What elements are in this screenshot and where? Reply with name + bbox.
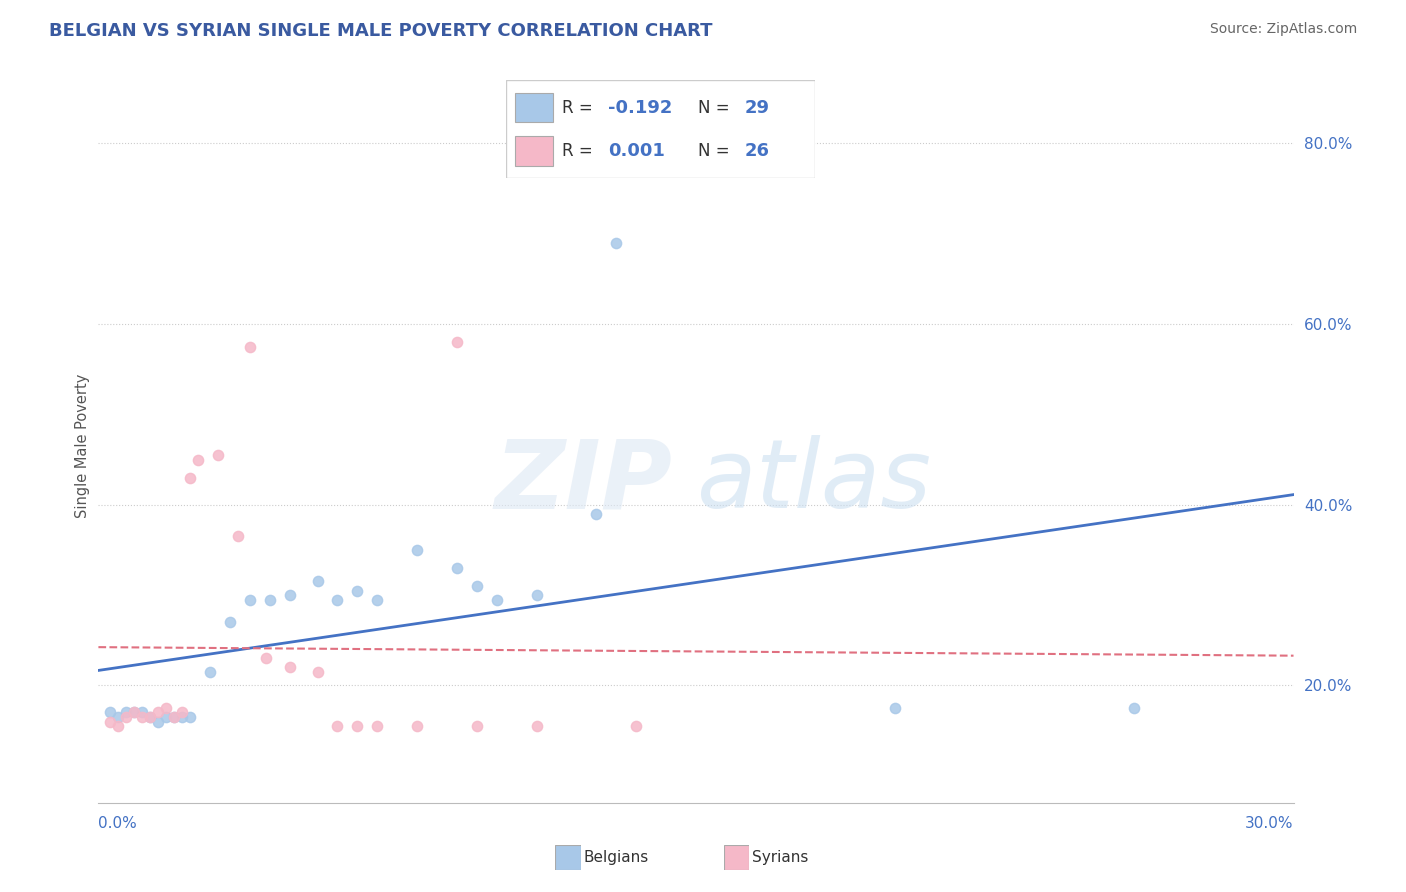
- Point: [346, 719, 368, 733]
- Point: [605, 235, 627, 250]
- Point: [148, 714, 170, 729]
- Bar: [516, 136, 553, 166]
- Point: [346, 583, 368, 598]
- Text: N =: N =: [697, 142, 735, 160]
- Point: [526, 719, 548, 733]
- Point: [446, 561, 468, 575]
- Point: [585, 507, 607, 521]
- Point: [115, 710, 138, 724]
- Point: [172, 710, 194, 724]
- Point: [155, 701, 177, 715]
- Point: [259, 592, 281, 607]
- Point: [526, 588, 548, 602]
- Point: [485, 592, 508, 607]
- Point: [98, 714, 122, 729]
- Point: [307, 574, 329, 589]
- Y-axis label: Single Male Poverty: Single Male Poverty: [75, 374, 90, 518]
- Text: 0.001: 0.001: [609, 142, 665, 160]
- Text: 29: 29: [744, 99, 769, 117]
- Point: [1123, 701, 1146, 715]
- Point: [446, 335, 468, 350]
- Point: [326, 719, 349, 733]
- Text: -0.192: -0.192: [609, 99, 672, 117]
- Point: [124, 706, 146, 720]
- Bar: [516, 93, 553, 122]
- Point: [207, 448, 229, 462]
- Text: R =: R =: [562, 142, 598, 160]
- Point: [98, 706, 122, 720]
- Point: [278, 660, 301, 674]
- Point: [107, 710, 129, 724]
- Point: [198, 665, 221, 679]
- Text: R =: R =: [562, 99, 598, 117]
- Point: [239, 340, 262, 354]
- Point: [131, 710, 153, 724]
- Point: [219, 615, 242, 629]
- Point: [172, 706, 194, 720]
- Point: [465, 579, 488, 593]
- Point: [155, 710, 177, 724]
- Point: [406, 719, 429, 733]
- Text: Source: ZipAtlas.com: Source: ZipAtlas.com: [1209, 22, 1357, 37]
- Text: BELGIAN VS SYRIAN SINGLE MALE POVERTY CORRELATION CHART: BELGIAN VS SYRIAN SINGLE MALE POVERTY CO…: [49, 22, 713, 40]
- Point: [148, 706, 170, 720]
- Point: [406, 542, 429, 557]
- Point: [107, 719, 129, 733]
- Text: 26: 26: [744, 142, 769, 160]
- Point: [465, 719, 488, 733]
- Text: ZIP: ZIP: [494, 435, 672, 528]
- FancyBboxPatch shape: [506, 80, 815, 178]
- Point: [124, 706, 146, 720]
- Point: [139, 710, 162, 724]
- Point: [307, 665, 329, 679]
- Point: [366, 719, 388, 733]
- Point: [626, 719, 648, 733]
- Text: Syrians: Syrians: [752, 850, 808, 864]
- Point: [179, 710, 201, 724]
- Text: atlas: atlas: [696, 435, 931, 528]
- Point: [115, 706, 138, 720]
- Point: [139, 710, 162, 724]
- Point: [254, 651, 277, 665]
- Point: [326, 592, 349, 607]
- Point: [239, 592, 262, 607]
- Text: N =: N =: [697, 99, 735, 117]
- Point: [187, 452, 209, 467]
- Point: [278, 588, 301, 602]
- Point: [163, 710, 186, 724]
- Text: Belgians: Belgians: [583, 850, 648, 864]
- Text: 30.0%: 30.0%: [1246, 816, 1294, 831]
- Point: [226, 529, 249, 543]
- Point: [163, 710, 186, 724]
- Point: [179, 470, 201, 484]
- Point: [884, 701, 907, 715]
- Text: 0.0%: 0.0%: [98, 816, 138, 831]
- Point: [131, 706, 153, 720]
- Point: [366, 592, 388, 607]
